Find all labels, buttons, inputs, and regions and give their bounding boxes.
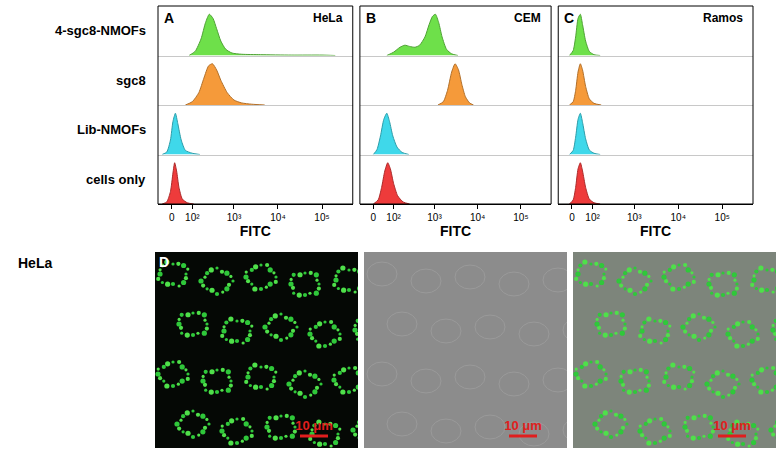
svg-text:CEM: CEM <box>514 11 541 25</box>
svg-text:C: C <box>564 10 574 26</box>
svg-text:HeLa: HeLa <box>18 255 52 271</box>
svg-text:10³: 10³ <box>227 212 242 223</box>
svg-text:10 μm: 10 μm <box>713 418 751 433</box>
svg-text:10³: 10³ <box>427 212 442 223</box>
svg-text:10²: 10² <box>386 212 401 223</box>
svg-text:10⁴: 10⁴ <box>470 212 485 223</box>
svg-text:Ramos: Ramos <box>703 11 743 25</box>
svg-text:0: 0 <box>169 212 175 223</box>
svg-text:B: B <box>366 10 376 26</box>
svg-text:10²: 10² <box>185 212 200 223</box>
svg-text:10⁵: 10⁵ <box>513 212 528 223</box>
svg-text:FITC: FITC <box>640 223 671 239</box>
svg-text:10²: 10² <box>585 212 600 223</box>
svg-text:sgc8: sgc8 <box>116 73 146 88</box>
svg-text:D: D <box>159 254 169 270</box>
svg-text:10⁵: 10⁵ <box>715 212 730 223</box>
svg-text:HeLa: HeLa <box>313 11 343 25</box>
svg-text:10³: 10³ <box>627 212 642 223</box>
svg-text:0: 0 <box>371 212 377 223</box>
svg-text:10 μm: 10 μm <box>504 418 542 433</box>
svg-text:10⁵: 10⁵ <box>314 212 329 223</box>
svg-text:0: 0 <box>569 212 575 223</box>
svg-text:A: A <box>164 10 174 26</box>
svg-text:cells only: cells only <box>86 172 146 187</box>
svg-text:10⁴: 10⁴ <box>671 212 686 223</box>
svg-text:FITC: FITC <box>240 223 271 239</box>
svg-text:10 μm: 10 μm <box>295 418 333 433</box>
svg-text:Lib-NMOFs: Lib-NMOFs <box>77 122 146 137</box>
svg-text:4-sgc8-NMOFs: 4-sgc8-NMOFs <box>55 23 146 38</box>
svg-text:FITC: FITC <box>440 223 471 239</box>
svg-text:10⁴: 10⁴ <box>270 212 285 223</box>
